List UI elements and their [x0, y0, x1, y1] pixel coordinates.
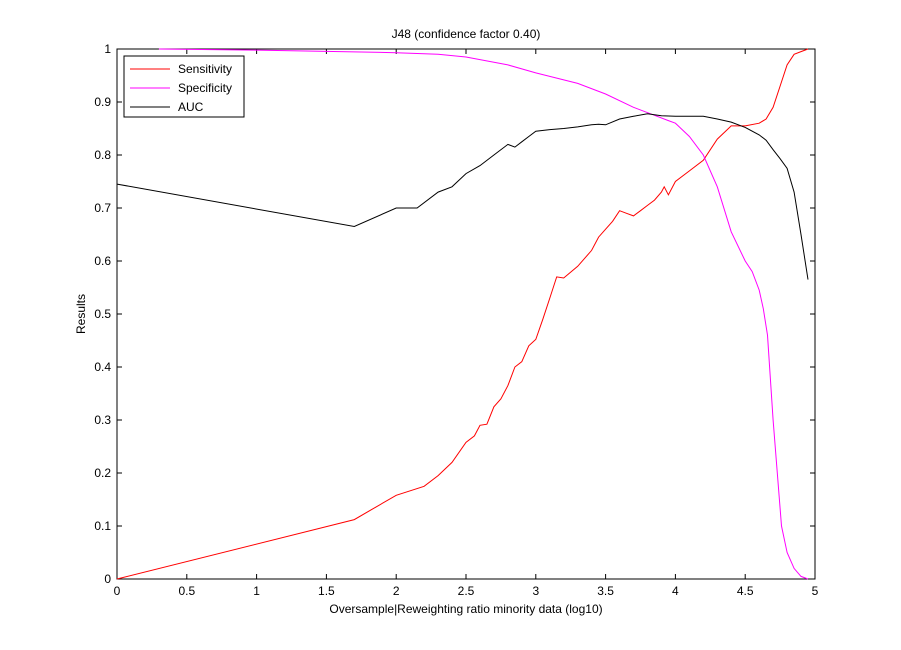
- y-tick-label: 0: [104, 572, 111, 586]
- x-tick-label: 2.5: [458, 584, 475, 598]
- x-tick-label: 0: [114, 584, 121, 598]
- x-tick-label: 1: [253, 584, 260, 598]
- x-tick-label: 0.5: [178, 584, 195, 598]
- series-line-specificity: [158, 48, 809, 580]
- y-axis-label: Results: [74, 294, 88, 334]
- y-tick-label: 0.3: [94, 413, 111, 427]
- y-tick-label: 0.8: [94, 148, 111, 162]
- x-axis-label: Oversample|Reweighting ratio minority da…: [329, 602, 602, 616]
- x-tick-label: 4.5: [737, 584, 754, 598]
- series-line-sensitivity: [116, 48, 809, 580]
- chart-title: J48 (confidence factor 0.40): [392, 27, 541, 41]
- x-tick-label: 4: [672, 584, 679, 598]
- y-tick-label: 0.7: [94, 201, 111, 215]
- series-line-auc: [116, 113, 809, 280]
- axes-box: [116, 48, 816, 580]
- y-tick-label: 0.1: [94, 519, 111, 533]
- x-tick-label: 3: [532, 584, 539, 598]
- x-tick-label: 1.5: [318, 584, 335, 598]
- x-tick-label: 2: [393, 584, 400, 598]
- y-tick-label: 0.9: [94, 95, 111, 109]
- y-tick-label: 0.6: [94, 254, 111, 268]
- y-tick-label: 0.2: [94, 466, 111, 480]
- legend-label-sensitivity: Sensitivity: [178, 62, 232, 76]
- x-tick-label: 3.5: [597, 584, 614, 598]
- y-tick-label: 0.4: [94, 360, 111, 374]
- legend-label-auc: AUC: [178, 100, 204, 114]
- x-tick-label: 5: [812, 584, 819, 598]
- y-tick-label: 1: [104, 42, 111, 56]
- legend-label-specificity: Specificity: [178, 81, 232, 95]
- y-tick-label: 0.5: [94, 307, 111, 321]
- plot-area: 0 0.5 1 1.5 2 2.5 3 3.5 4 4.5 5 0 0.1 0.2 0.3 0.4 0.5 0.6…: [94, 42, 818, 598]
- legend: Sensitivity Specificity AUC: [123, 55, 245, 118]
